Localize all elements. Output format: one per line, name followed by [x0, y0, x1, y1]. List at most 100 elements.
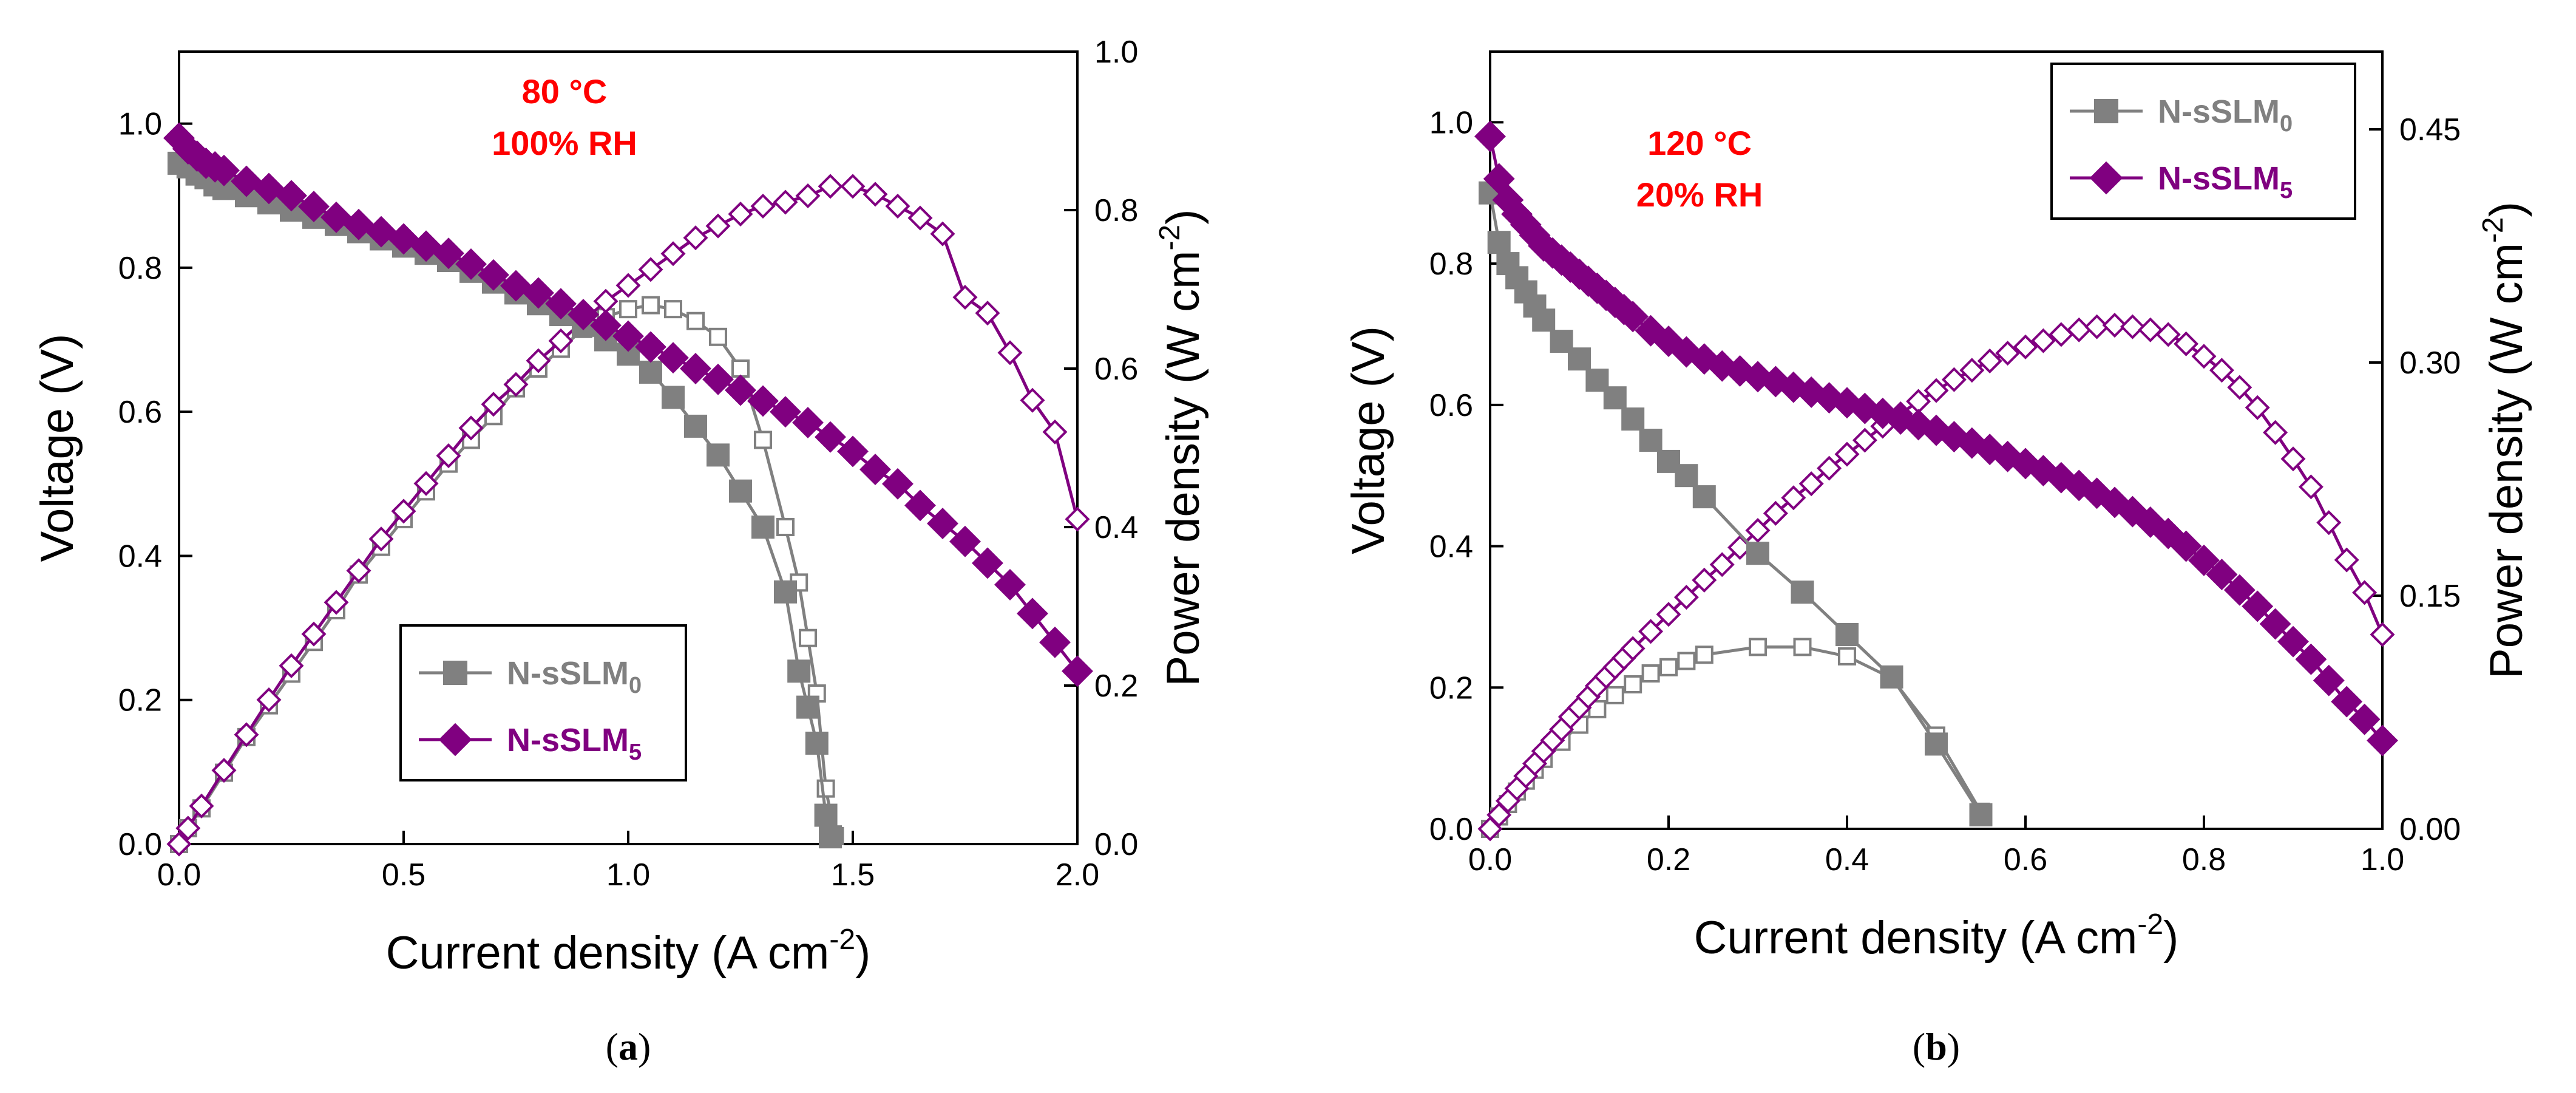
data-point [166, 831, 192, 857]
data-point [725, 374, 756, 406]
data-point [2348, 703, 2381, 735]
data-point [728, 202, 753, 227]
y-left-tick-label: 0.6 [1429, 388, 1473, 423]
data-point [1474, 120, 1506, 152]
data-point [2030, 328, 2056, 353]
x-tick-label: 0.5 [382, 857, 425, 893]
data-point [1483, 163, 1515, 195]
data-point [1659, 658, 1678, 676]
x-axis-title-end: ) [855, 927, 870, 979]
data-point [276, 180, 307, 212]
data-point [1793, 638, 1812, 656]
data-point [175, 815, 201, 841]
data-point [211, 758, 237, 783]
data-point [526, 348, 551, 373]
data-point [907, 205, 933, 231]
data-point [729, 479, 752, 503]
condition-temperature: 80 °C [522, 72, 608, 111]
x-axis-title-superscript: -2 [2137, 908, 2163, 941]
data-point [1798, 471, 1824, 497]
data-point [1791, 581, 1814, 604]
data-point [433, 237, 464, 270]
y-left-tick-label: 0.4 [118, 539, 162, 574]
data-point [2102, 313, 2127, 338]
data-point [686, 312, 705, 330]
series-n-sslm5-voltage [1474, 120, 2398, 757]
data-point [436, 443, 461, 469]
data-point [930, 221, 955, 247]
data-point [1880, 665, 1903, 689]
data-point [2277, 625, 2309, 658]
data-point [1673, 585, 1699, 610]
data-point [2013, 334, 2038, 359]
data-point [1062, 655, 1093, 687]
y-right-tick-label: 0.45 [2399, 112, 2461, 148]
data-point [707, 443, 730, 467]
data-point [2155, 322, 2181, 347]
panel-label-close: ) [638, 1025, 651, 1068]
x-tick-label: 2.0 [1056, 857, 1099, 893]
data-point [2295, 643, 2327, 675]
data-point [481, 392, 506, 417]
y-right-axis-title-text: Power density (W cm [1158, 251, 1209, 687]
data-point [1017, 598, 1048, 630]
y-left-tick-label: 0.4 [1429, 529, 1473, 565]
data-point [635, 331, 666, 363]
data-point [503, 372, 529, 397]
data-point [702, 363, 734, 395]
y-right-axis-title-superscript: -2 [2477, 217, 2509, 243]
legend-box [399, 624, 687, 781]
data-point [2152, 517, 2185, 550]
y-right-axis-title-end: ) [1158, 209, 1209, 225]
data-point [1621, 407, 1645, 431]
data-point [1709, 552, 1735, 577]
legend-label-base: N-sSLM [507, 722, 629, 758]
data-point [2280, 446, 2306, 472]
data-point [346, 558, 371, 584]
data-point [2227, 375, 2252, 400]
y-right-axis-title-text: Power density (W cm [2481, 243, 2532, 679]
panel-label: (b) [1913, 1025, 1960, 1068]
series-n-sslm5-voltage [163, 122, 1093, 687]
data-point [234, 722, 259, 747]
data-point [2298, 474, 2323, 500]
x-axis-title-end: ) [2163, 912, 2178, 964]
panel-label-letter: a [619, 1025, 638, 1068]
data-point [773, 189, 798, 215]
x-axis-title-text: Current density (A cm [1694, 912, 2138, 964]
y-right-tick-label: 0.8 [1094, 193, 1138, 228]
data-point [2066, 317, 2092, 342]
data-point [1838, 647, 1856, 666]
data-point [1781, 485, 1806, 511]
data-point [815, 421, 846, 453]
data-point [231, 165, 262, 197]
data-point [1969, 803, 1993, 826]
data-point [2209, 358, 2234, 383]
data-point [298, 191, 330, 223]
x-axis-title-superscript: -2 [829, 924, 855, 956]
data-point [662, 386, 685, 409]
y-right-tick-label: 0.6 [1094, 352, 1138, 387]
data-point [2191, 344, 2217, 369]
data-point [1941, 367, 1967, 392]
data-point [1745, 517, 1771, 543]
x-axis-title-text: Current density (A cm [386, 927, 830, 979]
data-point [750, 193, 776, 219]
data-point [1995, 341, 2021, 366]
panel-label-close: ) [1947, 1025, 1960, 1068]
x-tick-label: 1.0 [2361, 842, 2404, 877]
y-left-tick-label: 0.2 [1429, 670, 1473, 706]
data-point [805, 731, 829, 755]
data-point [1039, 626, 1071, 658]
data-point [1487, 231, 1511, 254]
legend-label-subscript: 0 [2280, 111, 2293, 137]
data-point [882, 468, 913, 500]
data-point [458, 415, 484, 441]
data-point [2188, 544, 2220, 576]
y-right-axis-title-superscript: -2 [1154, 225, 1186, 251]
data-point [2331, 686, 2363, 718]
data-point [1641, 664, 1660, 683]
